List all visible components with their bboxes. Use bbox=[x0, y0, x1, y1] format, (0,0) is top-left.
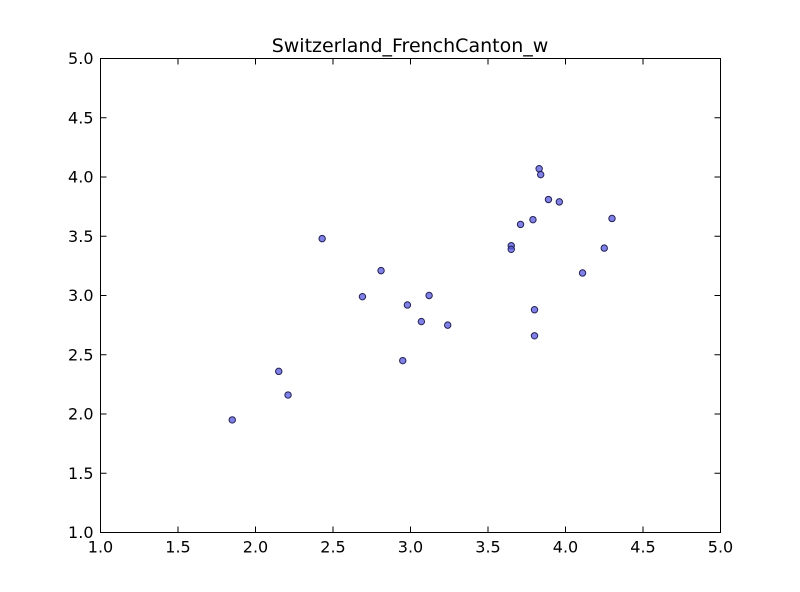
y-tick-label: 3.0 bbox=[68, 286, 93, 305]
data-point bbox=[403, 301, 412, 309]
data-point bbox=[537, 170, 545, 179]
data-point bbox=[417, 317, 426, 326]
x-tick-label: 4.5 bbox=[630, 538, 655, 557]
plot-frame bbox=[100, 58, 721, 533]
data-point bbox=[284, 391, 292, 399]
y-tick-label: 4.5 bbox=[68, 108, 93, 127]
chart-title: Switzerland_FrenchCanton_w bbox=[272, 35, 549, 57]
data-point bbox=[318, 234, 326, 243]
y-tick-label: 4.0 bbox=[68, 168, 93, 187]
y-tick-label: 2.5 bbox=[68, 345, 93, 364]
x-tick-label: 5.0 bbox=[708, 538, 733, 557]
axis-ticks: 1.0 1.5 2.0 2.5 3.0 3.5 4.0 4.5 5.0 1.0 1.5 2.0 2.5 3… bbox=[68, 49, 733, 557]
data-point bbox=[529, 215, 537, 224]
data-point bbox=[358, 292, 367, 301]
data-point bbox=[399, 356, 407, 365]
data-point bbox=[377, 266, 385, 275]
x-tick-label: 1.5 bbox=[165, 538, 190, 557]
data-point bbox=[425, 291, 433, 300]
x-tick-label: 4.0 bbox=[553, 538, 578, 557]
data-point bbox=[444, 321, 452, 329]
data-point bbox=[555, 198, 563, 206]
data-point bbox=[275, 367, 283, 376]
data-point bbox=[608, 214, 616, 223]
x-tick-label: 1.0 bbox=[88, 538, 113, 557]
x-tick-label: 2.5 bbox=[320, 538, 345, 557]
y-tick-label: 1.5 bbox=[68, 464, 93, 483]
x-tick-label: 2.0 bbox=[243, 538, 268, 557]
data-point bbox=[507, 245, 515, 253]
data-points bbox=[228, 165, 616, 424]
x-tick-label: 3.5 bbox=[475, 538, 500, 557]
data-point bbox=[530, 332, 539, 340]
y-tick-label: 2.0 bbox=[68, 405, 93, 424]
data-point bbox=[516, 220, 525, 229]
data-point bbox=[600, 244, 608, 252]
y-tick-label: 3.5 bbox=[68, 227, 93, 246]
y-tick-label: 5.0 bbox=[68, 49, 93, 68]
data-point bbox=[544, 195, 553, 204]
x-tick-label: 3.0 bbox=[398, 538, 423, 557]
data-point bbox=[228, 416, 236, 424]
y-tick-label: 1.0 bbox=[68, 523, 93, 542]
data-point bbox=[530, 306, 539, 314]
data-point bbox=[535, 165, 543, 173]
data-point bbox=[578, 269, 587, 277]
